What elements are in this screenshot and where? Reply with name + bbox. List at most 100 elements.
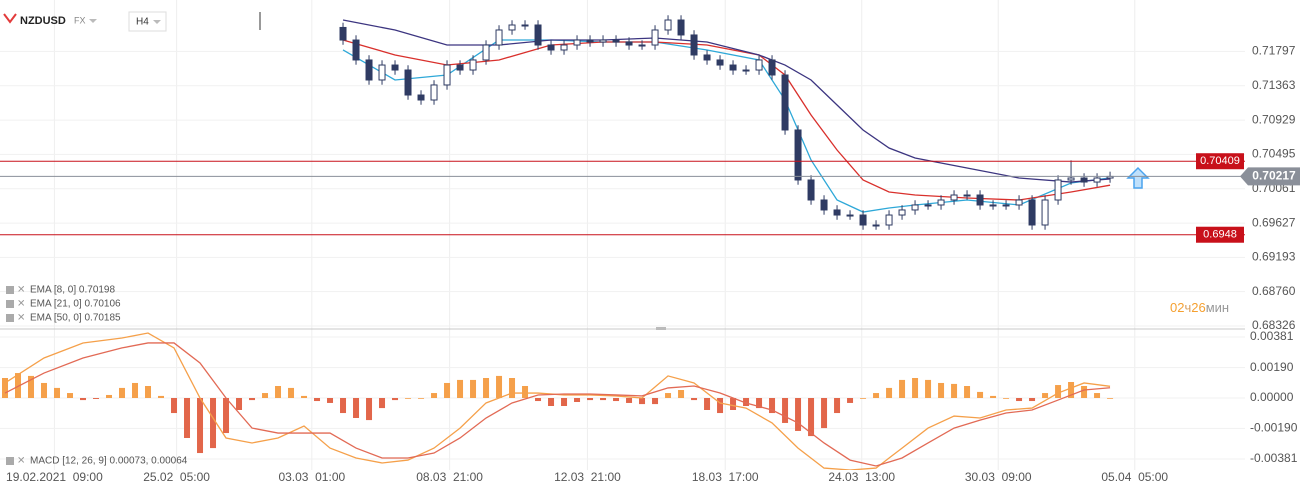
candle-body xyxy=(404,69,412,96)
macd-bar xyxy=(93,398,100,399)
timer-part: 26 xyxy=(1191,300,1205,315)
macd-bar xyxy=(80,398,87,401)
macd-bar xyxy=(67,393,74,398)
macd-line xyxy=(4,332,1111,470)
candle-body xyxy=(768,59,776,76)
candle-body xyxy=(677,19,685,36)
candle-timer: 02ч26мин xyxy=(1170,300,1229,315)
macd-bar xyxy=(15,373,22,398)
macd-bar xyxy=(639,398,646,405)
macd-bar xyxy=(808,398,815,437)
timer-part: ч xyxy=(1184,300,1191,315)
macd-bar xyxy=(2,378,9,398)
y-tick-label: 0.68760 xyxy=(1252,284,1296,298)
macd-bar xyxy=(249,398,256,401)
macd-bar xyxy=(756,398,763,409)
macd-bar xyxy=(158,395,165,398)
grid xyxy=(0,0,1245,470)
macd-bar xyxy=(262,393,269,398)
buy-arrow-icon[interactable] xyxy=(1126,166,1150,189)
market: FX xyxy=(74,15,86,25)
macd-bar xyxy=(444,382,451,398)
candle-body xyxy=(989,204,997,207)
timeframe-arrow xyxy=(153,20,161,24)
macd-bar xyxy=(431,393,438,398)
macd-tick-label: 0.00381 xyxy=(1250,329,1294,343)
candle-body xyxy=(924,204,932,207)
macd-bar xyxy=(626,398,633,403)
candle-body xyxy=(664,19,672,31)
macd-bar xyxy=(951,383,958,398)
macd-bar xyxy=(795,398,802,431)
macd-bar xyxy=(717,398,724,414)
macd-bar xyxy=(1107,398,1114,399)
macd-bar xyxy=(405,398,412,399)
macd-bar xyxy=(457,379,464,398)
current-price-label: 0.70217 xyxy=(1252,169,1296,183)
candle-body xyxy=(651,29,659,46)
macd-bar xyxy=(171,398,178,414)
candle-body xyxy=(339,26,347,41)
macd-bar xyxy=(535,398,542,402)
candle-body xyxy=(469,59,477,71)
candle-body xyxy=(820,199,828,211)
macd-bar xyxy=(691,398,698,401)
timeframe-select[interactable] xyxy=(128,11,167,32)
candle-body xyxy=(1041,199,1049,226)
macd-bar xyxy=(210,398,217,449)
x-tick-label: 19.02.2021 09:00 xyxy=(6,470,103,484)
candle-body xyxy=(521,24,529,27)
candle-body xyxy=(976,194,984,206)
candle-body xyxy=(534,24,542,46)
macd-bar xyxy=(743,398,750,406)
macd-bar xyxy=(873,393,880,398)
macd-bar xyxy=(1042,393,1049,398)
macd-bar xyxy=(860,398,867,399)
level-tag xyxy=(1196,153,1244,170)
market-dropdown[interactable] xyxy=(89,19,97,23)
candle-body xyxy=(482,44,490,61)
macd-bar xyxy=(1094,393,1101,398)
candle-body xyxy=(586,39,594,43)
y-tick-label: 0.69193 xyxy=(1252,250,1296,264)
legend-entry: EMA [8, 0] 0.70198 xyxy=(30,285,115,296)
candle-body xyxy=(1015,199,1023,206)
macd-tick-label: -0.00381 xyxy=(1250,451,1298,465)
candle-body xyxy=(365,59,373,81)
x-tick-label: 12.03 21:00 xyxy=(554,470,621,484)
legend-icon xyxy=(6,300,14,308)
macd-bar xyxy=(561,398,568,406)
level-label: 0.6948 xyxy=(1203,229,1237,241)
x-tick-label: 30.03 09:00 xyxy=(965,470,1032,484)
macd-bar xyxy=(886,387,893,398)
candle-body xyxy=(417,94,425,101)
macd-bar xyxy=(652,398,659,405)
legend-close: ✕ xyxy=(17,285,25,296)
macd-bar xyxy=(28,375,35,398)
current-price-tag xyxy=(1240,167,1300,186)
favorite-icon[interactable] xyxy=(3,13,17,24)
macd-bar xyxy=(938,382,945,398)
candle-body xyxy=(547,44,555,51)
candle-body xyxy=(716,59,724,66)
macd-bar xyxy=(821,398,828,429)
macd-bar xyxy=(704,398,711,410)
x-tick-label: 18.03 17:00 xyxy=(692,470,759,484)
resize-handle[interactable] xyxy=(656,327,666,330)
candle-body xyxy=(937,199,945,206)
macd-bar xyxy=(977,391,984,398)
candle-body xyxy=(885,214,893,226)
legend-close: ✕ xyxy=(17,456,25,467)
macd-tick-label: 0.00190 xyxy=(1250,360,1294,374)
candle-body xyxy=(794,129,802,181)
candle-body xyxy=(690,34,698,56)
candle-body xyxy=(963,194,971,197)
candle-body xyxy=(703,54,711,61)
macd-bar xyxy=(1081,386,1088,398)
macd-bar xyxy=(548,398,555,406)
macd-bar xyxy=(665,393,672,398)
legend-icon xyxy=(6,286,14,294)
legend-icon xyxy=(6,457,14,465)
